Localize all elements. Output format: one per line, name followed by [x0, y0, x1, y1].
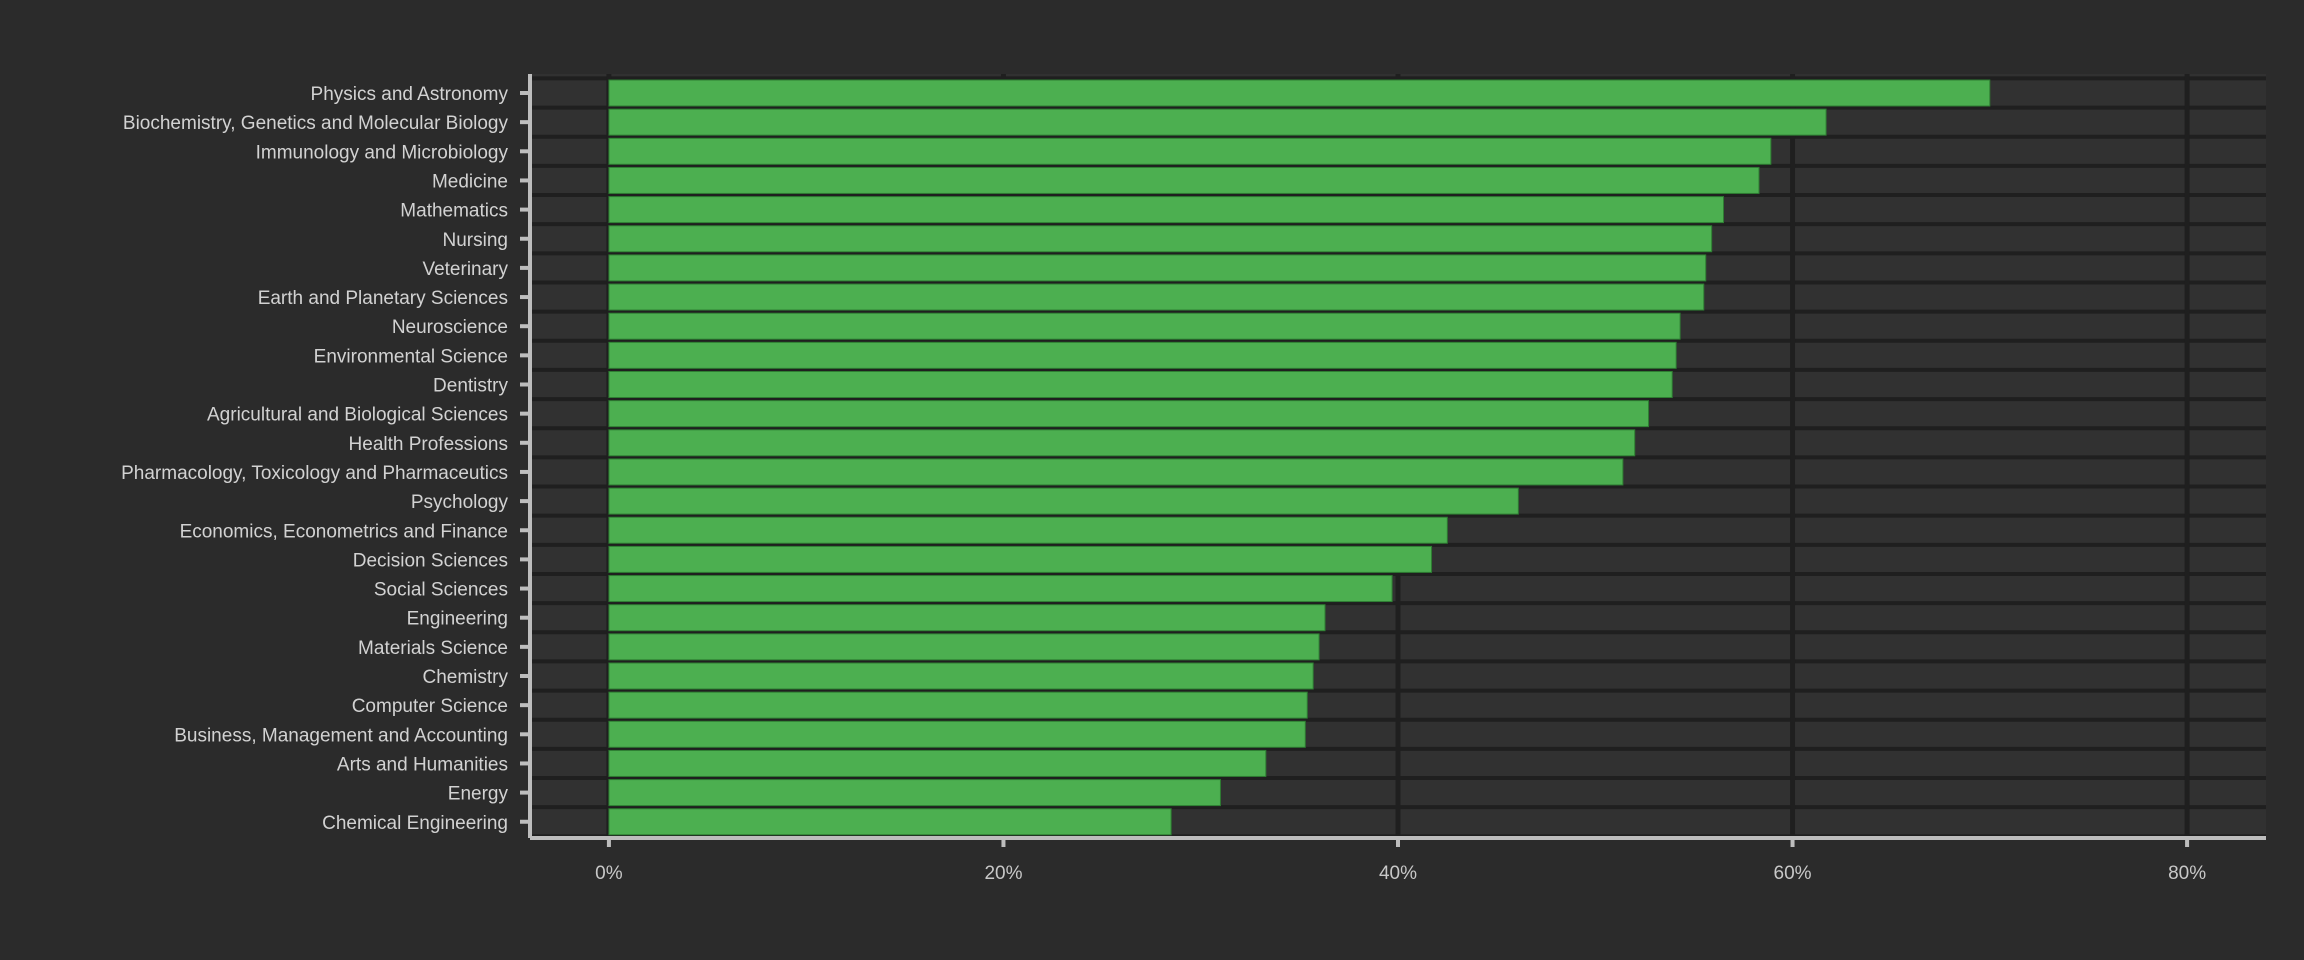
bar	[608, 371, 1673, 398]
category-label: Earth and Planetary Sciences	[258, 288, 508, 309]
bar	[608, 575, 1393, 603]
bar	[608, 779, 1221, 807]
bar	[608, 458, 1624, 486]
bar	[608, 400, 1650, 428]
bar	[608, 79, 1991, 107]
bar	[608, 429, 1636, 457]
bar	[608, 283, 1705, 311]
x-tick-label: 0%	[595, 863, 623, 884]
category-label: Dentistry	[433, 376, 508, 397]
category-label: Social Sciences	[374, 580, 508, 601]
category-label: Environmental Science	[314, 346, 508, 367]
category-label: Arts and Humanities	[337, 754, 508, 775]
category-label: Decision Sciences	[353, 550, 508, 571]
bar	[608, 225, 1713, 253]
bar	[608, 633, 1320, 661]
bar	[608, 516, 1448, 544]
category-label: Neuroscience	[392, 317, 508, 338]
bar	[608, 691, 1308, 719]
x-tick-label: 80%	[2168, 863, 2206, 884]
category-label: Chemistry	[422, 667, 508, 688]
bar	[608, 749, 1267, 777]
bar	[608, 108, 1827, 136]
category-label: Health Professions	[349, 434, 508, 455]
category-label: Computer Science	[352, 696, 508, 717]
bar	[608, 808, 1172, 836]
bar	[608, 166, 1760, 194]
category-label: Physics and Astronomy	[311, 84, 509, 105]
bar	[608, 662, 1314, 690]
bar	[608, 545, 1433, 573]
bar	[608, 720, 1306, 748]
category-label: Mathematics	[400, 201, 508, 222]
category-label: Agricultural and Biological Sciences	[207, 405, 508, 426]
category-label: Engineering	[407, 609, 508, 630]
category-label: Veterinary	[422, 259, 508, 280]
bar	[608, 312, 1681, 340]
category-label: Pharmacology, Toxicology and Pharmaceuti…	[121, 463, 508, 484]
x-tick-label: 60%	[1774, 863, 1812, 884]
category-label: Biochemistry, Genetics and Molecular Bio…	[123, 113, 509, 134]
category-label: Business, Management and Accounting	[174, 725, 508, 746]
category-label: Economics, Econometrics and Finance	[180, 521, 508, 542]
bar	[608, 341, 1677, 369]
bar	[608, 137, 1772, 165]
category-label: Immunology and Microbiology	[256, 142, 509, 163]
category-label: Materials Science	[358, 638, 508, 659]
x-tick-label: 40%	[1379, 863, 1417, 884]
category-label: Nursing	[443, 230, 508, 251]
bar	[608, 604, 1326, 632]
category-label: Chemical Engineering	[322, 813, 508, 834]
category-label: Psychology	[411, 492, 509, 513]
bar	[608, 254, 1707, 282]
category-label: Medicine	[432, 171, 508, 192]
x-tick-label: 20%	[984, 863, 1022, 884]
bar	[608, 196, 1725, 224]
category-label: Energy	[448, 784, 509, 805]
bar	[608, 487, 1519, 515]
